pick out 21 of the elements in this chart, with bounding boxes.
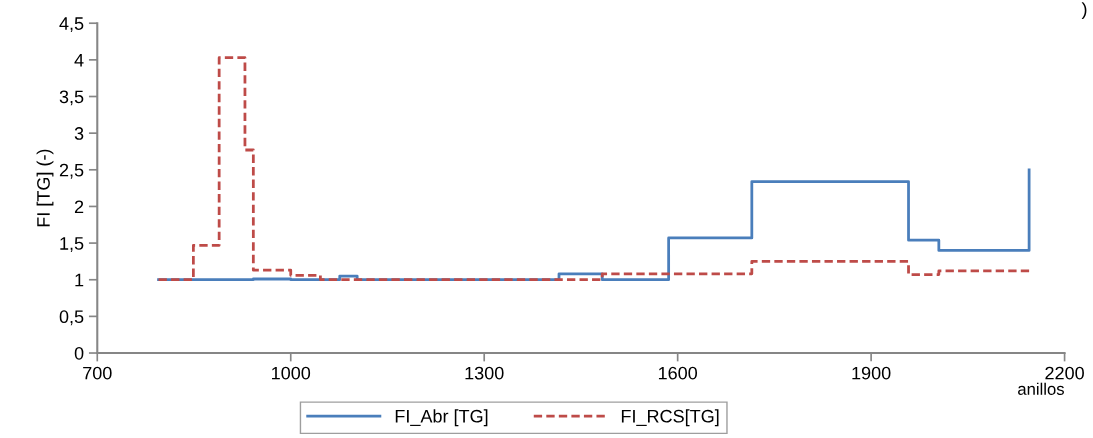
- y-axis-title: FI [TG] (-): [36, 149, 54, 227]
- y-tick-label: 0,5: [59, 310, 84, 326]
- x-axis-title: anillos: [1018, 382, 1064, 395]
- y-tick-label: 4: [74, 53, 84, 67]
- y-tick-label: 3: [74, 127, 84, 140]
- y-tick-label: 4,5: [59, 17, 84, 33]
- x-tick-label: 1900: [852, 366, 891, 380]
- x-tick-label: 700: [83, 366, 112, 380]
- legend-label: FI_RCS[TG]: [621, 409, 719, 427]
- y-tick-label: 3,5: [59, 90, 84, 106]
- y-tick-label: 2: [74, 200, 84, 213]
- legend-label: FI_Abr [TG]: [395, 409, 488, 427]
- y-tick-label: 2,5: [59, 163, 84, 179]
- y-tick-label: 0: [74, 346, 84, 360]
- x-tick-label: 1000: [272, 366, 311, 380]
- x-tick-label: 1600: [658, 366, 698, 380]
- x-tick-label: 1300: [465, 366, 504, 380]
- text: ): [1081, 2, 1087, 20]
- y-tick-label: 1,5: [60, 237, 84, 252]
- y-tick-label: 1: [75, 273, 84, 287]
- x-tick-label: 2200: [1045, 366, 1084, 380]
